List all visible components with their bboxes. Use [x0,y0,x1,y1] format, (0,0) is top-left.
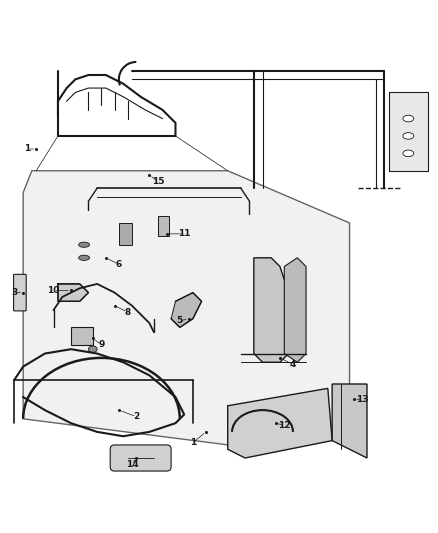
Text: 13: 13 [357,395,369,403]
FancyBboxPatch shape [14,274,26,311]
Text: 11: 11 [178,229,191,238]
Ellipse shape [88,346,97,352]
Text: 1: 1 [25,144,31,154]
Ellipse shape [403,150,414,157]
Bar [158,216,169,236]
Text: 14: 14 [126,460,138,469]
Text: 10: 10 [47,286,60,295]
Ellipse shape [115,460,167,469]
Text: 5: 5 [177,317,183,326]
Ellipse shape [403,115,414,122]
Text: 6: 6 [116,260,122,269]
FancyBboxPatch shape [110,445,171,471]
Bar [71,327,93,345]
Ellipse shape [79,242,89,247]
Ellipse shape [79,255,89,261]
Text: 12: 12 [278,421,290,430]
Polygon shape [332,384,367,458]
Polygon shape [171,293,201,327]
Polygon shape [284,258,306,362]
Text: 1: 1 [190,438,196,447]
Bar [119,223,132,245]
Polygon shape [228,389,332,458]
Text: 9: 9 [98,341,105,349]
Text: 3: 3 [11,288,18,297]
Polygon shape [254,258,289,362]
Polygon shape [58,284,88,301]
Text: 8: 8 [124,308,131,317]
Text: 15: 15 [152,177,164,186]
Polygon shape [23,171,350,449]
Text: 2: 2 [133,412,139,421]
Bar [389,92,428,171]
Text: 4: 4 [290,360,296,369]
Ellipse shape [403,133,414,139]
